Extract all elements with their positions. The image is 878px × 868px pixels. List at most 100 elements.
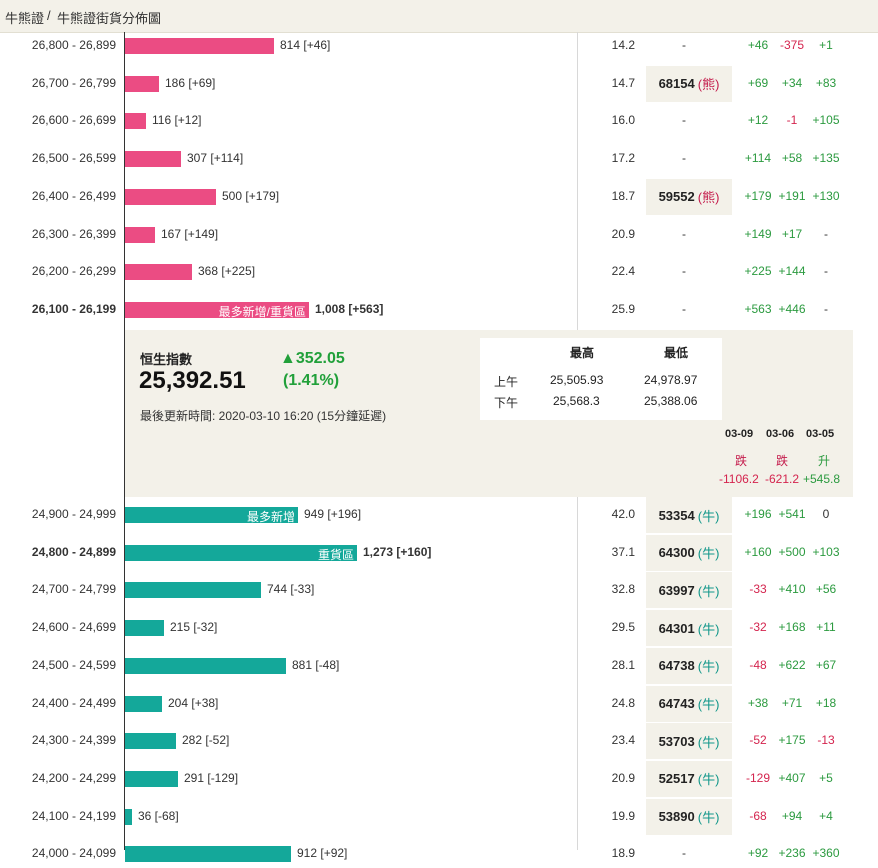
warrant-type: (牛)	[697, 772, 720, 788]
ratio-value: 22.4	[611, 264, 635, 279]
column-divider	[577, 497, 578, 850]
ratio-value: 14.7	[611, 75, 635, 90]
warrant-code: 68154	[658, 76, 695, 92]
am-low: 24,978.97	[644, 373, 698, 387]
history-points: -1106.2	[719, 472, 759, 486]
breadcrumb-separator: /	[47, 8, 51, 23]
daily-change: +58	[781, 151, 803, 166]
warrant-code-link[interactable]: 59552 (熊)	[646, 178, 732, 215]
price-range: 26,800 - 26,899	[31, 38, 116, 52]
daily-change: -32	[749, 620, 767, 635]
ratio-value: 29.5	[611, 620, 635, 635]
ratio-value: 18.9	[611, 846, 635, 861]
bull-bar	[125, 657, 286, 674]
breadcrumb-home-link[interactable]: 牛熊證	[5, 11, 45, 26]
index-change: ▲352.05	[280, 350, 345, 367]
warrant-code-link[interactable]: 64301 (牛)	[646, 610, 732, 647]
index-change-percent: (1.41%)	[283, 372, 340, 389]
pm-high: 25,568.3	[553, 394, 600, 408]
warrant-type: (熊)	[697, 77, 720, 93]
warrant-code-link[interactable]: 53354 (牛)	[646, 497, 732, 533]
bull-bar: 最多新增	[125, 507, 298, 524]
ratio-value: 25.9	[611, 301, 635, 316]
outstanding-count: 204 [+38]	[168, 695, 219, 710]
ratio-value: 32.8	[611, 582, 635, 597]
daily-change: +407	[778, 770, 806, 785]
history-points: +545.8	[803, 472, 841, 486]
bull-bar	[125, 808, 132, 825]
daily-change: +103	[812, 544, 840, 559]
outstanding-count: 881 [-48]	[292, 657, 340, 672]
daily-change: +236	[778, 846, 806, 861]
am-label: 上午	[494, 375, 519, 389]
bear-bar	[125, 113, 146, 130]
price-range: 24,000 - 24,099	[31, 846, 116, 861]
bull-row: 24,000 - 24,099 912 [+92] 18.9 - +92 +236 +360	[0, 840, 878, 868]
daily-change: -13	[817, 733, 835, 748]
daily-change: +105	[812, 113, 840, 128]
bear-bar	[125, 226, 155, 243]
ratio-value: 28.1	[611, 657, 635, 672]
warrant-code: 53890	[658, 809, 695, 825]
warrant-code-link[interactable]: 52517 (牛)	[646, 760, 732, 797]
daily-change: +114	[744, 151, 772, 166]
price-range: 26,400 - 26,499	[31, 188, 116, 203]
daily-change: -129	[745, 770, 771, 785]
warrant-code-link[interactable]: 64300 (牛)	[646, 534, 732, 571]
warrant-code: 53703	[658, 733, 695, 749]
bull-row: 24,300 - 24,399 282 [-52] 23.4 53703 (牛) -52 +…	[0, 723, 878, 760]
outstanding-count: 1,008 [+563]	[315, 301, 384, 316]
bar-tag: 最多新增/重貨區	[218, 304, 306, 319]
daily-change: +83	[815, 75, 837, 90]
last-updated: 最後更新時間: 2020-03-10 16:20 (15分鐘延遲)	[140, 409, 387, 423]
bear-row: 26,400 - 26,499 500 [+179] 18.7 59552 (熊) +17…	[0, 178, 878, 215]
ratio-value: 19.9	[611, 808, 635, 823]
bull-row: 24,100 - 24,199 36 [-68] 19.9 53890 (牛) -68 +9…	[0, 798, 878, 835]
daily-change: +67	[815, 657, 837, 672]
high-header: 最高	[570, 346, 595, 360]
warrant-code-link[interactable]: 68154 (熊)	[646, 65, 732, 102]
bear-bar	[125, 264, 192, 281]
bull-bar	[125, 733, 176, 750]
history-direction: 跌	[776, 454, 789, 468]
column-divider	[577, 32, 578, 330]
daily-change: +18	[815, 695, 837, 710]
warrant-type: (牛)	[697, 734, 720, 750]
warrant-code-link[interactable]: 53703 (牛)	[646, 723, 732, 760]
daily-change: +130	[812, 188, 840, 203]
warrant-code-link[interactable]: 63997 (牛)	[646, 572, 732, 609]
warrant-code-link[interactable]: 64738 (牛)	[646, 647, 732, 684]
outstanding-count: 36 [-68]	[138, 808, 179, 823]
bear-bar	[125, 75, 159, 92]
bull-row: 24,700 - 24,799 744 [-33] 32.8 63997 (牛) -33 +…	[0, 572, 878, 609]
bull-row: 24,800 - 24,899 重貨區 1,273 [+160] 37.1 64300(…	[0, 534, 878, 571]
daily-change: +149	[744, 226, 772, 241]
daily-change: +38	[747, 695, 769, 710]
warrant-code: 64743	[658, 696, 695, 711]
outstanding-count: 368 [+225]	[198, 264, 256, 279]
outstanding-count: 912 [+92]	[297, 846, 348, 861]
pm-low: 25,388.06	[644, 394, 698, 408]
bear-row: 26,500 - 26,599 307 [+114] 17.2 - +114 +58 +13…	[0, 145, 878, 173]
outstanding-count: 744 [-33]	[267, 582, 315, 597]
bar-tag: 最多新增	[246, 510, 295, 524]
daily-change: +191	[778, 188, 806, 203]
outstanding-count: 167 [+149]	[161, 226, 219, 241]
daily-change: +196	[744, 507, 772, 521]
daily-change: +563	[744, 301, 772, 316]
empty-code: -	[682, 301, 686, 316]
daily-change: +135	[812, 151, 840, 166]
history-direction: 跌	[735, 454, 748, 468]
daily-change: +56	[815, 582, 837, 597]
daily-change: +360	[812, 846, 840, 861]
price-range: 24,700 - 24,799	[31, 582, 116, 597]
history-date: 03-05	[806, 428, 835, 440]
warrant-type: (牛)	[697, 583, 720, 599]
warrant-code-link[interactable]: 53890 (牛)	[646, 798, 732, 835]
daily-change: -52	[749, 733, 767, 748]
daily-change: +168	[778, 620, 806, 635]
bear-row: 26,100 - 26,199 最多新增/重貨區 1,008 [+563] 25.9 -…	[0, 296, 878, 324]
bear-row: 26,700 - 26,799 186 [+69] 14.7 68154 (熊) +69 +…	[0, 65, 878, 102]
warrant-code-link[interactable]: 64743 (牛)	[646, 685, 732, 722]
empty-code: -	[682, 38, 686, 52]
